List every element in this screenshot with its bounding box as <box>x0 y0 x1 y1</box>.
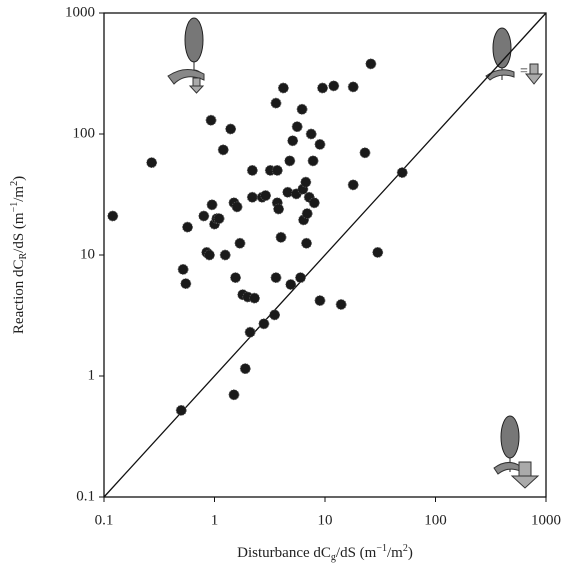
point <box>307 155 319 167</box>
point <box>249 292 260 304</box>
point <box>372 247 384 258</box>
point <box>365 58 377 70</box>
point <box>204 249 215 261</box>
point <box>198 210 210 222</box>
point <box>282 186 294 198</box>
x-axis-title-part: ) <box>408 545 413 561</box>
point <box>291 121 303 133</box>
point <box>219 249 231 261</box>
point <box>260 190 271 201</box>
annotation: = <box>520 64 528 79</box>
y-axis-title: Reaction dCR/dS (m−1/m2) <box>9 176 29 334</box>
x-tick-label: 10 <box>318 512 333 528</box>
point <box>347 81 359 93</box>
y-tick-label: 0.1 <box>76 488 95 504</box>
x-tick-label: 100 <box>424 512 447 528</box>
y-axis-title-part: /m <box>11 186 27 202</box>
x-axis-title-part: g <box>331 552 336 563</box>
point <box>285 279 297 290</box>
y-axis-title-part: Reaction dC <box>11 260 27 335</box>
point <box>287 135 299 147</box>
point <box>244 326 256 338</box>
point <box>107 210 119 222</box>
point <box>296 103 308 115</box>
point <box>225 123 237 135</box>
point <box>317 82 328 94</box>
x-axis-title: Disturbance dCg/dS (m−1/m2) <box>237 543 413 563</box>
point <box>175 404 187 416</box>
icon-top-right: = <box>485 27 544 85</box>
y-tick-label: 1000 <box>65 4 95 20</box>
point <box>301 237 312 249</box>
point <box>396 167 408 178</box>
point <box>308 197 320 209</box>
x-axis-title-part: /dS (m <box>336 545 377 561</box>
point <box>314 295 326 306</box>
point <box>230 272 241 284</box>
y-tick-label: 100 <box>73 125 96 141</box>
point <box>231 201 243 213</box>
point <box>295 272 306 284</box>
icon-top-left <box>167 17 205 94</box>
point <box>234 237 246 249</box>
point <box>305 128 317 140</box>
y-tick-label: 1 <box>88 367 96 383</box>
y-axis-title-part: R <box>18 253 29 260</box>
y-axis-title-part: ) <box>11 176 27 181</box>
y-axis-title-part: −1 <box>9 202 20 213</box>
x-tick-label: 0.1 <box>95 512 114 528</box>
point <box>206 199 218 211</box>
point <box>284 155 296 167</box>
point <box>228 389 240 401</box>
point <box>205 114 217 126</box>
point <box>300 176 312 188</box>
point <box>347 179 359 191</box>
x-axis-title-part: /m <box>387 545 403 561</box>
x-tick-label: 1 <box>211 512 219 528</box>
point <box>217 144 229 156</box>
point <box>270 97 282 109</box>
point <box>271 165 283 176</box>
point <box>213 213 225 224</box>
point <box>239 363 251 375</box>
x-axis-title-part: 2 <box>403 543 408 554</box>
y-axis-title-part: /dS (m <box>11 212 27 253</box>
y-axis-title-part: 2 <box>9 181 20 186</box>
point <box>180 278 192 290</box>
point <box>273 203 284 215</box>
point <box>269 309 281 321</box>
point <box>270 272 282 284</box>
point <box>177 264 189 275</box>
point <box>328 80 340 92</box>
point <box>301 208 313 219</box>
point <box>277 82 289 94</box>
point <box>335 299 347 310</box>
point <box>182 221 193 233</box>
point <box>314 139 326 150</box>
point <box>275 231 287 243</box>
x-axis-title-part: −1 <box>376 543 387 554</box>
point <box>146 157 158 169</box>
x-tick-label: 1000 <box>531 512 561 528</box>
one-to-one-line <box>103 12 547 498</box>
point <box>359 147 371 159</box>
x-axis-title-part: Disturbance dC <box>237 545 331 561</box>
point <box>246 191 258 203</box>
icon-bottom-right <box>493 415 540 489</box>
point <box>246 165 258 176</box>
point <box>258 318 270 330</box>
y-tick-label: 10 <box>80 246 95 262</box>
